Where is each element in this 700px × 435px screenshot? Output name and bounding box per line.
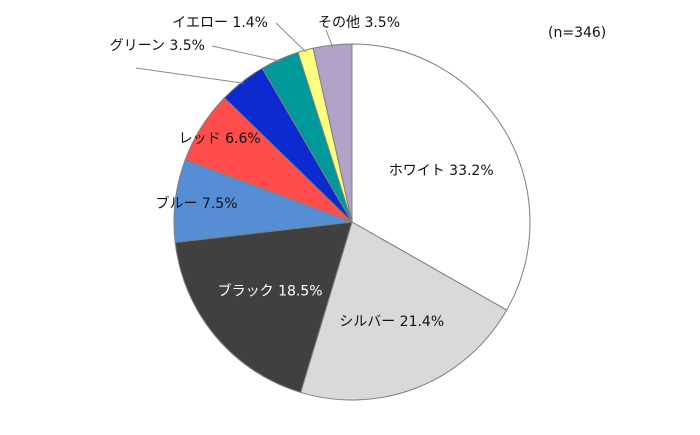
slice-3 <box>174 221 353 394</box>
leader-lines <box>135 22 334 84</box>
slice-9 <box>312 43 353 223</box>
slice-8-label: イエロー 1.4% <box>172 15 268 31</box>
slice-2 <box>300 221 508 401</box>
slice-5-label: レッド 6.6% <box>179 131 261 147</box>
slice-4-label: ブルー 7.5% <box>155 195 237 212</box>
slice-1 <box>351 43 531 311</box>
slice-3-label: ブラック 18.5% <box>218 283 323 300</box>
sample-size-note: (n=346) <box>548 25 606 41</box>
slice-7-leader-line <box>211 45 281 62</box>
slice-8-leader-line <box>275 22 307 53</box>
slice-labels: ホワイト 33.2% シルバー 21.4% ブラック 18.5% ブルー 7.5% レッ… <box>32 15 494 330</box>
slice-6-leader-line <box>135 67 244 84</box>
slice-1-label: ホワイト 33.2% <box>389 163 494 179</box>
slice-7-label: グリーン 3.5% <box>110 38 205 54</box>
pie-slices <box>173 43 531 401</box>
slice-2-label: シルバー 21.4% <box>339 314 444 330</box>
slice-6-label: ネイビー 4.3% <box>32 60 128 76</box>
slice-9-leader-line <box>325 29 334 48</box>
slice-9-label: その他 3.5% <box>318 15 400 31</box>
